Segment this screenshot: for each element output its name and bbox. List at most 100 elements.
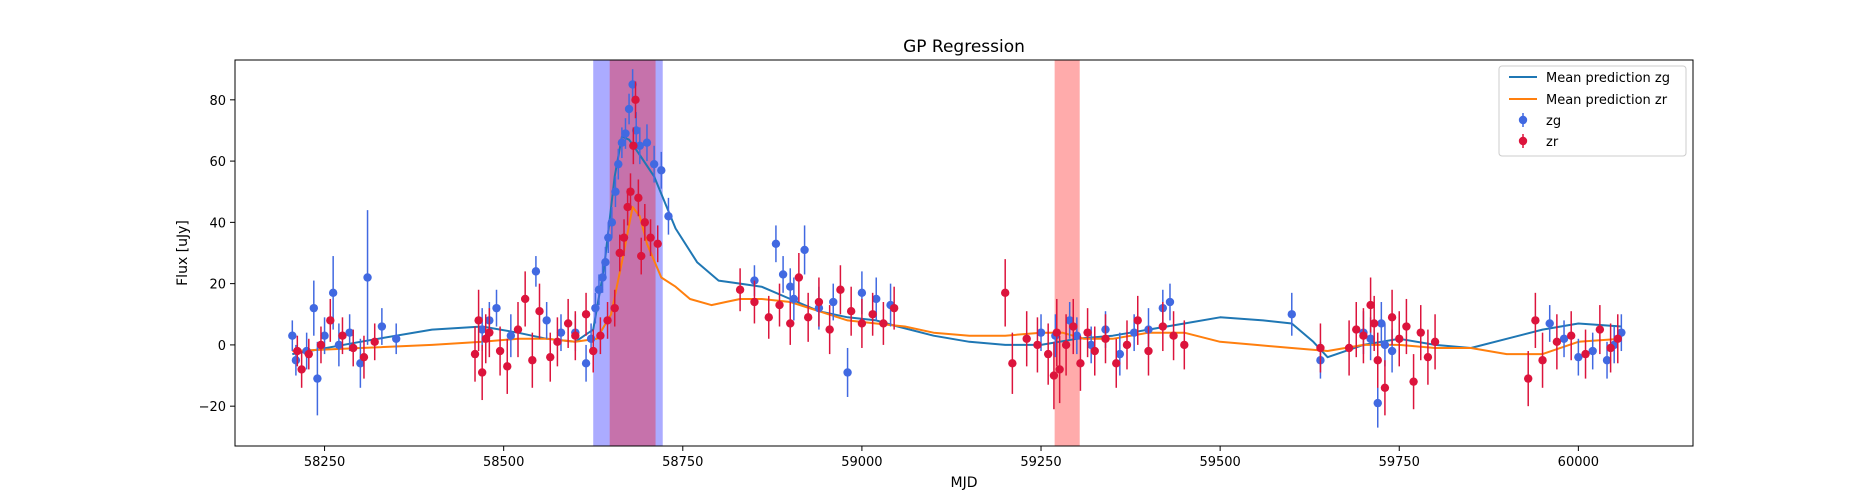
zr-marker <box>626 187 635 196</box>
zg-marker <box>320 331 329 340</box>
zr-point <box>634 179 643 217</box>
zr-marker <box>297 365 306 374</box>
zg-marker <box>604 233 613 242</box>
zr-point <box>470 326 480 382</box>
x-tick-label: 59000 <box>841 455 882 470</box>
zr-point <box>1395 311 1404 367</box>
zr-marker <box>1524 374 1533 383</box>
zr-marker <box>646 233 655 242</box>
zg-point <box>614 148 623 180</box>
zr-marker <box>1043 349 1053 359</box>
zr-marker <box>1581 349 1590 359</box>
zr-marker <box>1430 337 1440 347</box>
zr-marker <box>370 337 379 347</box>
zg-marker <box>649 159 659 169</box>
zr-point <box>304 338 313 370</box>
zr-marker <box>775 300 784 310</box>
zr-marker <box>637 251 646 261</box>
zg-marker <box>1165 297 1175 307</box>
zr-point <box>553 317 562 367</box>
zr-point <box>1101 314 1110 364</box>
zg-marker <box>334 340 344 350</box>
y-tick-label: −20 <box>199 400 226 415</box>
zg-point <box>477 308 487 352</box>
zr-marker <box>764 313 773 322</box>
zr-marker <box>1033 340 1042 350</box>
zr-marker <box>485 328 494 337</box>
zg-point <box>664 197 673 235</box>
zr-point <box>1373 332 1382 388</box>
legend: Mean prediction zg Mean prediction zr zg… <box>1498 65 1687 157</box>
zr-marker <box>836 285 845 294</box>
zr-point <box>619 219 629 257</box>
zg-marker <box>291 356 301 365</box>
zr-marker <box>589 346 598 356</box>
zg-marker <box>614 159 623 169</box>
zr-marker <box>553 337 562 347</box>
zr-point <box>571 311 580 361</box>
zr-point <box>1169 311 1178 361</box>
zr-point <box>1409 354 1418 410</box>
zg-marker <box>657 166 666 175</box>
zg-point <box>1115 332 1125 376</box>
zg-point <box>1380 323 1390 367</box>
y-axis-ticks: −20 0 20 40 60 80 <box>199 94 235 415</box>
zr-point <box>1158 302 1168 352</box>
zr-marker <box>786 319 795 328</box>
zr-marker <box>803 313 813 322</box>
zr-point <box>1061 314 1071 376</box>
zg-point <box>1287 292 1296 336</box>
zr-marker <box>513 325 523 334</box>
zr-marker <box>619 233 629 242</box>
zr-marker <box>634 193 643 203</box>
zg-marker <box>492 303 501 313</box>
zr-point <box>735 268 745 312</box>
zg-point <box>1617 314 1626 352</box>
zg-marker <box>607 218 617 227</box>
zg-marker <box>377 322 387 331</box>
legend-swatch-zr-points <box>1518 134 1528 148</box>
zg-point <box>657 151 666 189</box>
zg-point <box>642 124 652 162</box>
zr-marker <box>868 310 877 319</box>
zr-marker <box>1409 377 1418 386</box>
zr-point <box>879 302 888 345</box>
zr-point <box>1613 314 1622 364</box>
zr-point <box>1069 298 1078 355</box>
zg-point <box>1072 317 1082 355</box>
zr-marker <box>610 303 619 313</box>
zr-marker <box>1423 352 1433 362</box>
zg-marker <box>288 331 297 340</box>
zr-marker <box>481 334 490 343</box>
x-tick-label: 58500 <box>483 455 524 470</box>
zr-marker <box>304 349 313 359</box>
zr-marker <box>1606 343 1615 353</box>
zg-marker <box>1588 346 1597 356</box>
zr-marker <box>293 346 302 356</box>
zr-marker <box>735 285 745 294</box>
zg-point <box>649 145 659 183</box>
zr-marker <box>1049 371 1059 380</box>
zg-marker <box>786 282 795 291</box>
zr-point <box>610 289 619 327</box>
zg-marker <box>829 297 838 307</box>
zg-marker <box>1387 346 1397 356</box>
zr-marker <box>653 239 662 249</box>
zr-marker <box>629 141 638 150</box>
zr-point <box>794 253 804 303</box>
zr-marker <box>1061 340 1071 350</box>
zr-point <box>546 332 555 382</box>
zg-marker <box>363 273 372 282</box>
zr-point <box>640 203 650 241</box>
zr-point <box>637 237 646 275</box>
zr-point <box>495 326 505 376</box>
y-tick-label: 80 <box>209 94 226 109</box>
zg-marker <box>556 328 566 337</box>
zr-marker <box>571 331 580 340</box>
zg-marker <box>642 138 652 147</box>
zg-marker <box>778 270 788 279</box>
x-tick-label: 58750 <box>662 455 703 470</box>
zg-marker <box>624 104 634 114</box>
x-tick-label: 59500 <box>1199 455 1240 470</box>
zr-point <box>359 335 369 379</box>
